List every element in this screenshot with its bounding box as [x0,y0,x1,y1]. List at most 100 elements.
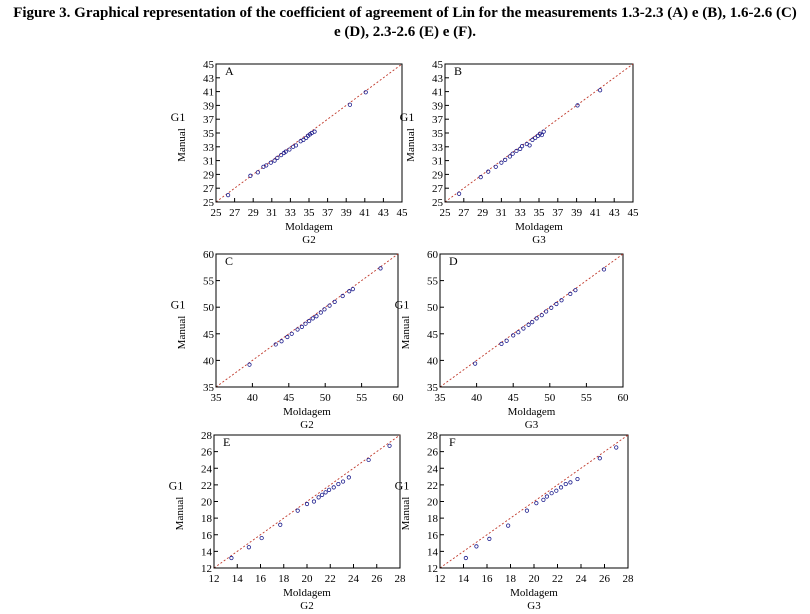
x-tick-label-a: 31 [266,207,277,219]
data-point-c [299,324,305,329]
x-tick-label-a: 41 [359,207,370,219]
data-point-d [573,288,578,293]
y-group-label-b: G1 [400,110,415,124]
x-tick-label-a: 37 [322,207,334,219]
data-point-c [295,327,300,332]
y-tick-label-c: 50 [203,302,215,314]
x-tick-label-a: 33 [285,207,297,219]
data-point-b [518,146,523,151]
x-tick-label-e: 14 [232,573,244,585]
x-tick-label-e: 16 [255,573,267,585]
panel-label-c: C [225,254,233,268]
x-tick-label-b: 33 [515,207,527,219]
y-tick-label-a: 41 [203,87,214,99]
data-point-b [539,132,544,138]
y-tick-label-c: 60 [203,249,215,261]
y-tick-label-b: 27 [432,183,444,195]
data-point-c [307,318,312,324]
x-tick-label-a: 39 [341,207,353,219]
data-point-a [283,149,288,154]
data-point-e [366,457,371,463]
x-tick-label-b: 39 [571,207,583,219]
y-tick-label-f: 28 [427,430,439,442]
x-group-label-f: G3 [527,600,541,612]
x-tick-label-d: 55 [581,392,593,404]
x-tick-label-b: 45 [628,207,640,219]
identity-line-c [215,253,399,388]
data-point-e [311,499,317,504]
x-tick-label-e: 12 [209,573,220,585]
y-tick-label-d: 35 [427,382,439,394]
y-tick-label-f: 26 [427,447,439,459]
data-point-f [524,508,530,513]
y-tick-label-c: 45 [203,329,215,341]
x-tick-label-f: 28 [623,573,635,585]
data-point-c [279,339,284,344]
data-point-f [534,501,539,506]
data-point-c [285,334,290,340]
y-tick-label-e: 26 [201,447,213,459]
x-tick-label-c: 40 [247,392,259,404]
data-point-a [272,158,277,163]
y-tick-label-a: 29 [203,169,215,181]
data-point-b [510,151,515,156]
data-point-b [456,191,462,196]
data-point-c [340,293,345,299]
y-tick-label-d: 55 [427,276,439,288]
data-point-e [316,495,321,500]
x-tick-label-d: 35 [435,392,447,404]
x-tick-label-a: 43 [378,207,390,219]
data-point-a [268,160,273,165]
data-point-d [511,333,516,338]
x-group-label-b: G3 [532,234,546,246]
y-group-label-a: G1 [171,110,186,124]
data-point-d [521,326,526,331]
y-tick-label-a: 33 [203,142,215,154]
data-point-b [530,137,535,142]
x-tick-label-a: 25 [211,207,223,219]
data-point-f [487,536,492,542]
data-point-c [378,266,383,271]
data-point-b [527,143,532,148]
figure-caption: Figure 3. Graphical representation of th… [0,4,810,42]
identity-line-b [444,63,634,203]
data-point-d [554,301,559,307]
data-point-a [347,102,353,107]
x-tick-label-f: 26 [599,573,611,585]
y-tick-label-d: 50 [427,302,439,314]
x-tick-label-b: 37 [552,207,564,219]
y-tick-label-f: 24 [427,463,439,475]
x-tick-label-e: 20 [302,573,314,585]
y-tick-label-c: 35 [203,382,215,394]
x-tick-label-b: 35 [534,207,546,219]
chart-panel-b: 25 27 29 31 33 35 37 39 41 43 45252729313335373941… [400,59,639,246]
y-group-label-c: G1 [171,298,186,312]
data-point-f [544,494,550,499]
x-tick-label-a: 27 [229,207,241,219]
chart-panel-f: 12 14 16 18 20 22 24 26 28 12 14 16 18 20 22 24 26 28 F Mol… [395,430,634,612]
y-tick-label-e: 14 [201,546,213,558]
data-point-c [327,303,332,308]
data-point-e [278,522,283,527]
y-tick-label-b: 43 [432,73,444,85]
x-tick-label-f: 22 [552,573,563,585]
data-point-b [519,144,525,149]
x-tick-label-c: 35 [211,392,223,404]
y-tick-label-a: 25 [203,197,215,209]
x-tick-label-b: 43 [609,207,621,219]
plot-frame-e [213,434,401,569]
identity-line-f [439,434,629,569]
data-point-d [544,309,549,314]
y-tick-label-c: 55 [203,276,215,288]
data-point-f [474,544,479,549]
data-point-e [229,555,234,561]
data-point-b [493,164,498,169]
y-tick-label-f: 20 [427,497,439,509]
x-axis-label-b: Moldagem [515,221,563,233]
y-tick-label-a: 43 [203,73,215,85]
y-tick-label-f: 18 [427,513,439,525]
x-tick-label-a: 45 [397,207,409,219]
